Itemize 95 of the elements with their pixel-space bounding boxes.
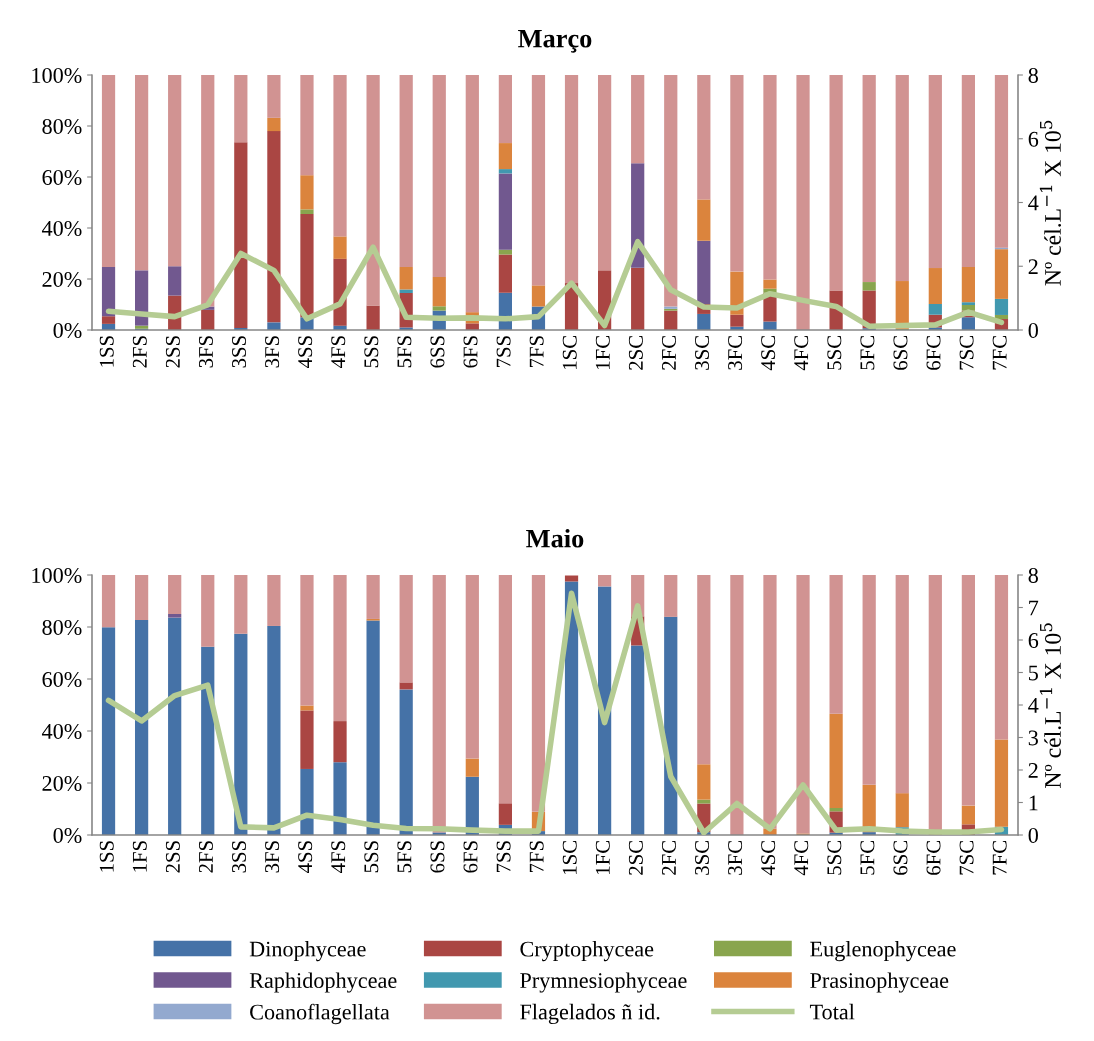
x-tick-label: 4SC [761, 336, 776, 371]
y-tick-label: 40% [41, 220, 82, 236]
x-tick-label: 2FC [661, 336, 676, 370]
x-tick-label: 7SC [959, 336, 974, 370]
x-tick-label: 5SS [364, 336, 379, 368]
legend-label: Prasinophyceae [810, 972, 949, 993]
x-tick-label: 5SS [364, 841, 379, 873]
x-tick-label: 5FC [860, 336, 875, 370]
y2-tick-label: 1 [1029, 795, 1038, 811]
x-tick-label: 3FC [728, 336, 743, 370]
x-tick-label: 4FS [331, 841, 346, 874]
legend-label: Dinophyceae [249, 940, 366, 962]
y2-tick-label: 6 [1028, 131, 1039, 147]
x-tick-label: 7SS [496, 841, 511, 873]
y-tick-label: 60% [42, 169, 82, 185]
legend-label: Raphidophyceae [249, 972, 397, 993]
chart-title: Março [518, 29, 592, 53]
y2-tick-label: 7 [1029, 600, 1039, 616]
y2-tick-label: 6 [1028, 632, 1039, 648]
x-tick-label: 1FC [595, 336, 610, 369]
y2-tick-label: 2 [1028, 762, 1038, 778]
x-tick-label: 2SS [165, 336, 180, 368]
x-tick-label: 6FC [926, 841, 941, 875]
x-tick-label: 4SS [298, 841, 313, 874]
x-tick-label: 3SC [695, 841, 710, 875]
y-tick-label: 100% [32, 67, 82, 83]
legend-label: Coanoflagellata [250, 1003, 390, 1025]
chart-title: Maio [526, 528, 584, 548]
x-tick-label: 4SC [761, 841, 776, 876]
x-tick-label: 1SS [99, 841, 114, 872]
x-tick-label: 4SS [298, 336, 313, 369]
x-tick-label: 5SC [827, 841, 842, 875]
x-tick-label: 3FC [728, 841, 743, 875]
x-tick-label: 2FS [198, 841, 213, 873]
x-tick-label: 6SS [430, 841, 445, 873]
x-tick-label: 3FS [265, 841, 280, 873]
x-tick-label: 1FC [595, 841, 610, 874]
y-tick-label: 20% [42, 271, 82, 287]
y-tick-label: 60% [42, 671, 82, 687]
legend-label: Prymnesiophyceae [520, 972, 687, 993]
y2-tick-label: 8 [1028, 67, 1038, 83]
x-tick-label: 3SS [232, 336, 247, 368]
x-tick-label: 6SS [430, 336, 445, 368]
x-tick-label: 5FS [397, 336, 412, 368]
x-tick-label: 1SS [99, 336, 114, 367]
legend-label: Euglenophyceae [810, 940, 956, 962]
x-tick-label: 2SS [165, 841, 180, 873]
x-tick-label: 6FS [463, 841, 478, 873]
x-tick-label: 2FC [661, 841, 676, 875]
y2-tick-label: 0 [1028, 827, 1038, 843]
x-tick-label: 7SC [959, 841, 974, 875]
y2-tick-label: 8 [1028, 567, 1038, 583]
x-tick-label: 4FC [794, 336, 809, 371]
y-tick-label: 100% [32, 567, 82, 583]
y-tick-label: 0% [53, 322, 82, 338]
y-tick-label: 80% [42, 619, 82, 635]
y2-tick-label: 4 [1028, 698, 1039, 713]
x-tick-label: 7FS [529, 841, 544, 873]
y2-axis-title: Nº cél.L$^{−1}$ X 10$^{5}$ [1039, 120, 1062, 286]
legend-label: Flagelados ñ id. [520, 1003, 660, 1025]
x-tick-label: 6FS [463, 336, 478, 368]
y-tick-label: 0% [53, 827, 82, 843]
x-tick-label: 3FS [198, 336, 213, 368]
x-tick-label: 4FC [794, 841, 809, 876]
x-tick-label: 7FC [992, 841, 1007, 875]
x-tick-label: 7FS [529, 336, 544, 368]
y2-tick-label: 2 [1028, 259, 1038, 274]
x-tick-label: 1SC [562, 841, 577, 874]
x-tick-label: 6SC [893, 841, 908, 875]
y2-tick-label: 3 [1028, 730, 1038, 746]
legend-label: Cryptophyceae [520, 940, 654, 962]
legend-label: Total [809, 1003, 855, 1020]
x-tick-label: 6SC [893, 336, 908, 370]
x-tick-label: 5FS [397, 841, 412, 873]
x-tick-label: 7FC [992, 336, 1007, 370]
x-tick-label: 6FC [926, 336, 941, 370]
y2-axis-title: Nº cél.L$^{−1}$ X 10$^{5}$ [1039, 623, 1062, 788]
y2-tick-label: 0 [1028, 322, 1038, 338]
y2-tick-label: 4 [1028, 195, 1039, 211]
x-tick-label: 5FC [860, 841, 875, 875]
y-tick-label: 40% [41, 723, 82, 739]
y2-tick-label: 5 [1029, 665, 1038, 681]
x-tick-label: 1SC [562, 336, 577, 369]
x-tick-label: 2SC [628, 841, 643, 875]
x-tick-label: 3SS [232, 841, 247, 873]
y-tick-label: 20% [42, 775, 82, 791]
x-tick-label: 3SC [695, 336, 710, 370]
x-tick-label: 7SS [496, 336, 511, 368]
x-tick-label: 1FS [132, 841, 147, 872]
x-tick-label: 4FS [331, 336, 346, 369]
x-tick-label: 2FS [132, 336, 147, 368]
y-tick-label: 80% [42, 118, 82, 134]
x-tick-label: 2SC [628, 336, 643, 370]
x-tick-label: 5SC [827, 336, 842, 370]
x-tick-label: 3FS [265, 336, 280, 368]
